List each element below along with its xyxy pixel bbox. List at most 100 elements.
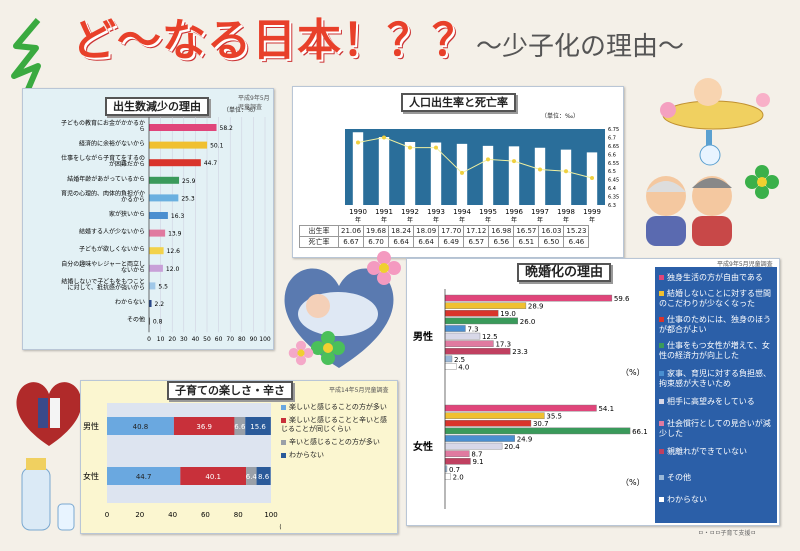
legend-item: 親離れができていない [659,447,775,457]
data-label: 9.1 [472,458,483,466]
data-label: 16.3 [171,213,185,220]
bar [444,473,451,480]
data-label: 12.5 [482,333,498,341]
legend-swatch [659,343,664,348]
legend-item: その他 [659,473,775,483]
legend-panel: 独身生活の方が自由である 結婚しないことに対する世間のこだわりが少なくなった 仕事の… [655,267,777,523]
bar [149,317,150,325]
late-marriage-chart: 男性 59.6 28.9 19.0 26.0 7.3 12.517.323.3 2.54.0 （… [413,289,648,509]
legend-label: 親離れができていない [667,447,747,456]
category-label: 自分の趣味やレジャーと両立し [61,260,145,268]
x-tick-label: 1999 [583,208,601,216]
category-label: 子どもが欲しくないから [79,245,145,253]
bar [444,340,494,347]
legend-item: 独身生活の方が自由である [659,273,775,283]
bar [444,412,545,420]
bar [149,194,179,202]
group-label: 女性 [413,440,433,453]
table-cell: 6.56 [488,236,515,248]
late-marriage-panel: 晩婚化の理由 平成9年5月児童調査 男性 59.6 28.9 19.0 26.0 7.3 1… [406,258,780,526]
data-label: 44.7 [204,160,218,167]
tick-label: 20 [135,511,144,519]
bar [149,176,180,184]
x-tick-suffix: 年 [537,216,543,224]
data-label: 25.3 [181,195,195,202]
tick-label: 70 [226,336,234,343]
panel-title: 出生数減少の理由 [105,97,209,116]
legend-swatch [659,275,664,280]
legend-swatch [281,452,286,458]
data-label: 5.5 [158,283,168,290]
birth-bar [430,142,442,205]
data-label: 66.1 [632,428,648,436]
x-tick-suffix: 年 [407,216,413,224]
table-cell: 16.98 [488,225,515,237]
legend-item: 相手に高望みをしている [659,397,775,407]
legend-swatch [659,291,664,296]
data-label: 6.4 [246,473,258,481]
unit-label: （単位：‰） [541,113,580,120]
x-tick-suffix: 年 [433,216,439,224]
category-label: が困難だから [109,160,145,168]
x-tick-suffix: 年 [563,216,569,224]
category-label: 女性 [83,471,99,481]
baby-scale-icon [660,78,770,166]
stack-segment [107,467,181,485]
legend-label: 仕事のためには、独身のほうが都合がよい [659,315,771,334]
tick-label: 100 [264,511,277,519]
legend-label: 相手に高望みをしている [667,397,755,406]
birth-bar [534,147,546,205]
bar [444,435,515,442]
tick-label: 0 [147,336,151,343]
data-label: 23.3 [512,348,528,356]
tick-label: 60 [201,511,210,519]
legend-swatch [281,404,286,410]
data-label: 0.7 [449,466,460,474]
birth-bar [482,145,494,205]
stack-segment [107,417,174,435]
death-point [382,135,386,140]
data-label: 8.6 [258,473,270,481]
death-point [408,145,412,150]
category-label: 結婚しないで子どもをもつこと [61,277,145,285]
table-cell: 6.51 [513,236,540,248]
death-line [357,136,593,179]
table-cell: 18.24 [388,225,415,237]
flower-pink-icon [288,340,314,366]
bar [149,212,168,219]
category-label: 子どもの教育にお金がかかるか [61,119,145,127]
birth-death-panel: 人口出生率と死亡率 （単位：‰） 1990 年 1991 年 1992 年 1993 年 199… [292,86,624,258]
data-label: 2.5 [454,356,465,364]
panel-title: 晩婚化の理由 [517,263,612,282]
bar [444,294,613,302]
y-tick-label: 6.35 [608,195,619,201]
category-label: その他 [127,316,145,324]
table-cell: 6.64 [388,236,415,248]
legend-swatch [659,449,664,454]
data-label: 19.0 [500,310,516,318]
bar [444,404,597,412]
y-tick-label: 6.4 [608,186,616,192]
tick-label: 30 [180,336,188,343]
table-cell: 6.50 [538,236,565,248]
table-cell: 6.70 [363,236,390,248]
group-label: 男性 [413,330,433,343]
data-label: 36.9 [196,423,212,431]
data-label: 20.4 [504,443,520,451]
data-label: 40.1 [205,473,221,481]
birth-death-chart: 1990年1991年1992年1993年1994年1995年1996年1997年… [345,127,619,224]
category-label: 男性 [83,421,99,431]
bar [444,325,466,332]
bar [149,300,152,307]
bar [444,317,519,325]
bar [149,229,166,237]
data-label: 50.1 [210,143,224,150]
y-tick-label: 6.3 [608,203,616,209]
tick-label: 20 [168,336,176,343]
tick-label: 50 [203,336,211,343]
unit-label: （単位：％） [223,107,260,114]
legend-item: 楽しいと感じることと辛いと感じることが同じくらい [281,416,393,434]
x-tick-label: 1998 [557,208,575,216]
y-tick-label: 6.6 [608,152,616,158]
baby-bottle-icon [21,458,75,531]
